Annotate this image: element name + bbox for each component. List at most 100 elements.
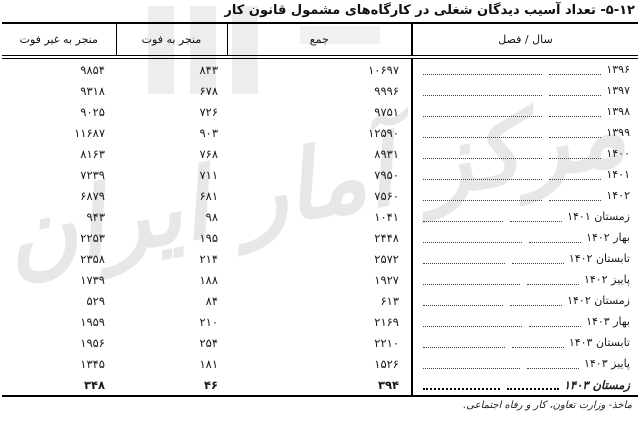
nonfatal-cell: ۱۱۶۸۷ bbox=[74, 125, 105, 140]
table-row: ۱۳۹۶ ۱۰۶۹۷ ۸۴۳ ۹۸۵۴ bbox=[2, 57, 638, 80]
dot-leader bbox=[423, 170, 543, 180]
year-cell: زمستان ۱۴۰۳ bbox=[411, 374, 638, 396]
dot-leader bbox=[423, 359, 520, 369]
table-body: ۱۳۹۶ ۱۰۶۹۷ ۸۴۳ ۹۸۵۴ ۱۳۹۷ ۹۹۹۶ ۶۷۸ ۹۳۱۸ ۱۳۹۸ ۹۷۵۱ ۷… bbox=[2, 57, 638, 396]
year-label: پاییز ۱۴۰۳ bbox=[583, 357, 630, 370]
year-label: ۱۴۰۱ bbox=[606, 168, 630, 181]
fatal-cell: ۲۵۴ bbox=[199, 335, 218, 350]
dot-leader bbox=[423, 317, 523, 327]
total-cell: ۷۹۵۰ bbox=[374, 167, 399, 182]
total-cell: ۷۵۶۰ bbox=[374, 188, 399, 203]
dot-leader bbox=[529, 233, 582, 243]
dot-leader bbox=[423, 107, 543, 117]
dot-leader bbox=[511, 254, 564, 264]
year-label: بهار ۱۴۰۳ bbox=[586, 315, 630, 328]
total-cell: ۸۹۳۱ bbox=[374, 146, 399, 161]
total-cell: ۱۹۲۷ bbox=[374, 272, 399, 287]
total-cell: ۱۲۵۹۰ bbox=[368, 125, 399, 140]
fatal-cell: ۴۶ bbox=[203, 377, 218, 392]
year-label: بهار ۱۴۰۲ bbox=[586, 231, 630, 244]
total-cell: ۹۷۵۱ bbox=[374, 104, 399, 119]
year-label: تابستان ۱۴۰۳ bbox=[568, 336, 630, 349]
total-cell: ۲۱۶۹ bbox=[374, 314, 399, 329]
table-row: ۱۴۰۲ ۷۵۶۰ ۶۸۱ ۶۸۷۹ bbox=[2, 185, 638, 206]
table-row: ۱۴۰۰ ۸۹۳۱ ۷۶۸ ۸۱۶۳ bbox=[2, 143, 638, 164]
year-label: ۱۴۰۲ bbox=[606, 189, 630, 202]
dot-leader bbox=[423, 212, 504, 222]
dot-leader bbox=[549, 128, 602, 138]
year-label: زمستان ۱۴۰۳ bbox=[563, 377, 630, 392]
total-cell: ۱۵۲۶ bbox=[374, 356, 399, 371]
year-label: ۱۳۹۹ bbox=[606, 126, 630, 139]
dot-leader bbox=[423, 191, 543, 201]
fatal-cell: ۲۱۴ bbox=[199, 251, 218, 266]
nonfatal-cell: ۸۱۶۳ bbox=[80, 146, 105, 161]
year-cell: پاییز ۱۴۰۳ bbox=[411, 353, 638, 374]
nonfatal-cell: ۲۳۵۸ bbox=[80, 251, 105, 266]
dot-leader bbox=[549, 170, 602, 180]
dot-leader bbox=[423, 275, 520, 285]
table-header: سال / فصل جمع منجر به فوت منجر به غیر فو… bbox=[2, 23, 638, 59]
total-cell: ۲۴۴۸ bbox=[374, 230, 399, 245]
year-cell: ۱۴۰۱ bbox=[411, 164, 638, 185]
injuries-table: سال / فصل جمع منجر به فوت منجر به غیر فو… bbox=[2, 22, 638, 397]
table-row: ۱۴۰۱ ۷۹۵۰ ۷۱۱ ۷۲۳۹ bbox=[2, 164, 638, 185]
table-row: ۱۳۹۸ ۹۷۵۱ ۷۲۶ ۹۰۲۵ bbox=[2, 101, 638, 122]
source-note: ماخذ- وزارت تعاون، کار و رفاه اجتماعی. bbox=[463, 400, 632, 411]
year-cell: ۱۴۰۰ bbox=[411, 143, 638, 164]
year-cell: ۱۳۹۷ bbox=[411, 80, 638, 101]
nonfatal-cell: ۵۲۹ bbox=[86, 293, 105, 308]
nonfatal-cell: ۶۸۷۹ bbox=[80, 188, 105, 203]
fatal-cell: ۶۸۱ bbox=[199, 188, 218, 203]
table-row: ۱۳۹۹ ۱۲۵۹۰ ۹۰۳ ۱۱۶۸۷ bbox=[2, 122, 638, 143]
dot-leader bbox=[423, 128, 543, 138]
nonfatal-cell: ۹۴۳ bbox=[86, 209, 105, 224]
table-row: پاییز ۱۴۰۲ ۱۹۲۷ ۱۸۸ ۱۷۳۹ bbox=[2, 269, 638, 290]
dot-leader bbox=[549, 149, 602, 159]
table-row: زمستان ۱۴۰۱ ۱۰۴۱ ۹۸ ۹۴۳ bbox=[2, 206, 638, 227]
header-total: جمع bbox=[226, 23, 412, 59]
year-cell: بهار ۱۴۰۳ bbox=[411, 311, 638, 332]
table-row: بهار ۱۴۰۲ ۲۴۴۸ ۱۹۵ ۲۲۵۳ bbox=[2, 227, 638, 248]
total-cell: ۳۹۴ bbox=[377, 377, 399, 392]
total-cell: ۶۱۳ bbox=[380, 293, 399, 308]
table-row: زمستان ۱۴۰۲ ۶۱۳ ۸۴ ۵۲۹ bbox=[2, 290, 638, 311]
nonfatal-cell: ۱۷۳۹ bbox=[80, 272, 105, 287]
year-cell: پاییز ۱۴۰۲ bbox=[411, 269, 638, 290]
dot-leader bbox=[423, 65, 543, 75]
table-row: پاییز ۱۴۰۳ ۱۵۲۶ ۱۸۱ ۱۳۴۵ bbox=[2, 353, 638, 374]
fatal-cell: ۸۴۳ bbox=[199, 62, 218, 77]
dot-leader bbox=[423, 379, 500, 390]
dot-leader bbox=[549, 65, 602, 75]
dot-leader bbox=[526, 275, 579, 285]
page-title: ۱۲‏-‏۵‏- تعداد آسیب دیدگان شغلی در کارگا… bbox=[224, 3, 635, 18]
dot-leader bbox=[423, 338, 505, 348]
dot-leader bbox=[423, 86, 543, 96]
dot-leader bbox=[549, 191, 602, 201]
dot-leader bbox=[510, 296, 563, 306]
year-cell: تابستان ۱۴۰۲ bbox=[411, 248, 638, 269]
nonfatal-cell: ۱۹۵۶ bbox=[80, 335, 105, 350]
nonfatal-cell: ۷۲۳۹ bbox=[80, 167, 105, 182]
year-cell: ۱۳۹۹ bbox=[411, 122, 638, 143]
year-cell: تابستان ۱۴۰۳ bbox=[411, 332, 638, 353]
year-cell: ۱۳۹۸ bbox=[411, 101, 638, 122]
fatal-cell: ۱۸۱ bbox=[199, 356, 218, 371]
dot-leader bbox=[511, 338, 564, 348]
total-cell: ۲۵۷۲ bbox=[374, 251, 399, 266]
nonfatal-cell: ۱۹۵۹ bbox=[80, 314, 105, 329]
dot-leader bbox=[510, 212, 563, 222]
header-year-season: سال / فصل bbox=[411, 23, 638, 59]
year-label: ۱۳۹۷ bbox=[606, 84, 630, 97]
fatal-cell: ۹۸ bbox=[205, 209, 218, 224]
table-row: زمستان ۱۴۰۳ ۳۹۴ ۴۶ ۳۴۸ bbox=[2, 374, 638, 396]
nonfatal-cell: ۹۳۱۸ bbox=[80, 83, 105, 98]
nonfatal-cell: ۳۴۸ bbox=[83, 377, 105, 392]
header-fatal: منجر به فوت bbox=[115, 23, 227, 59]
dot-leader bbox=[549, 86, 602, 96]
fatal-cell: ۱۸۸ bbox=[199, 272, 218, 287]
fatal-cell: ۹۰۳ bbox=[199, 125, 218, 140]
dot-leader bbox=[506, 379, 559, 390]
year-label: ۱۴۰۰ bbox=[606, 147, 630, 160]
year-label: ۱۳۹۶ bbox=[606, 63, 630, 76]
